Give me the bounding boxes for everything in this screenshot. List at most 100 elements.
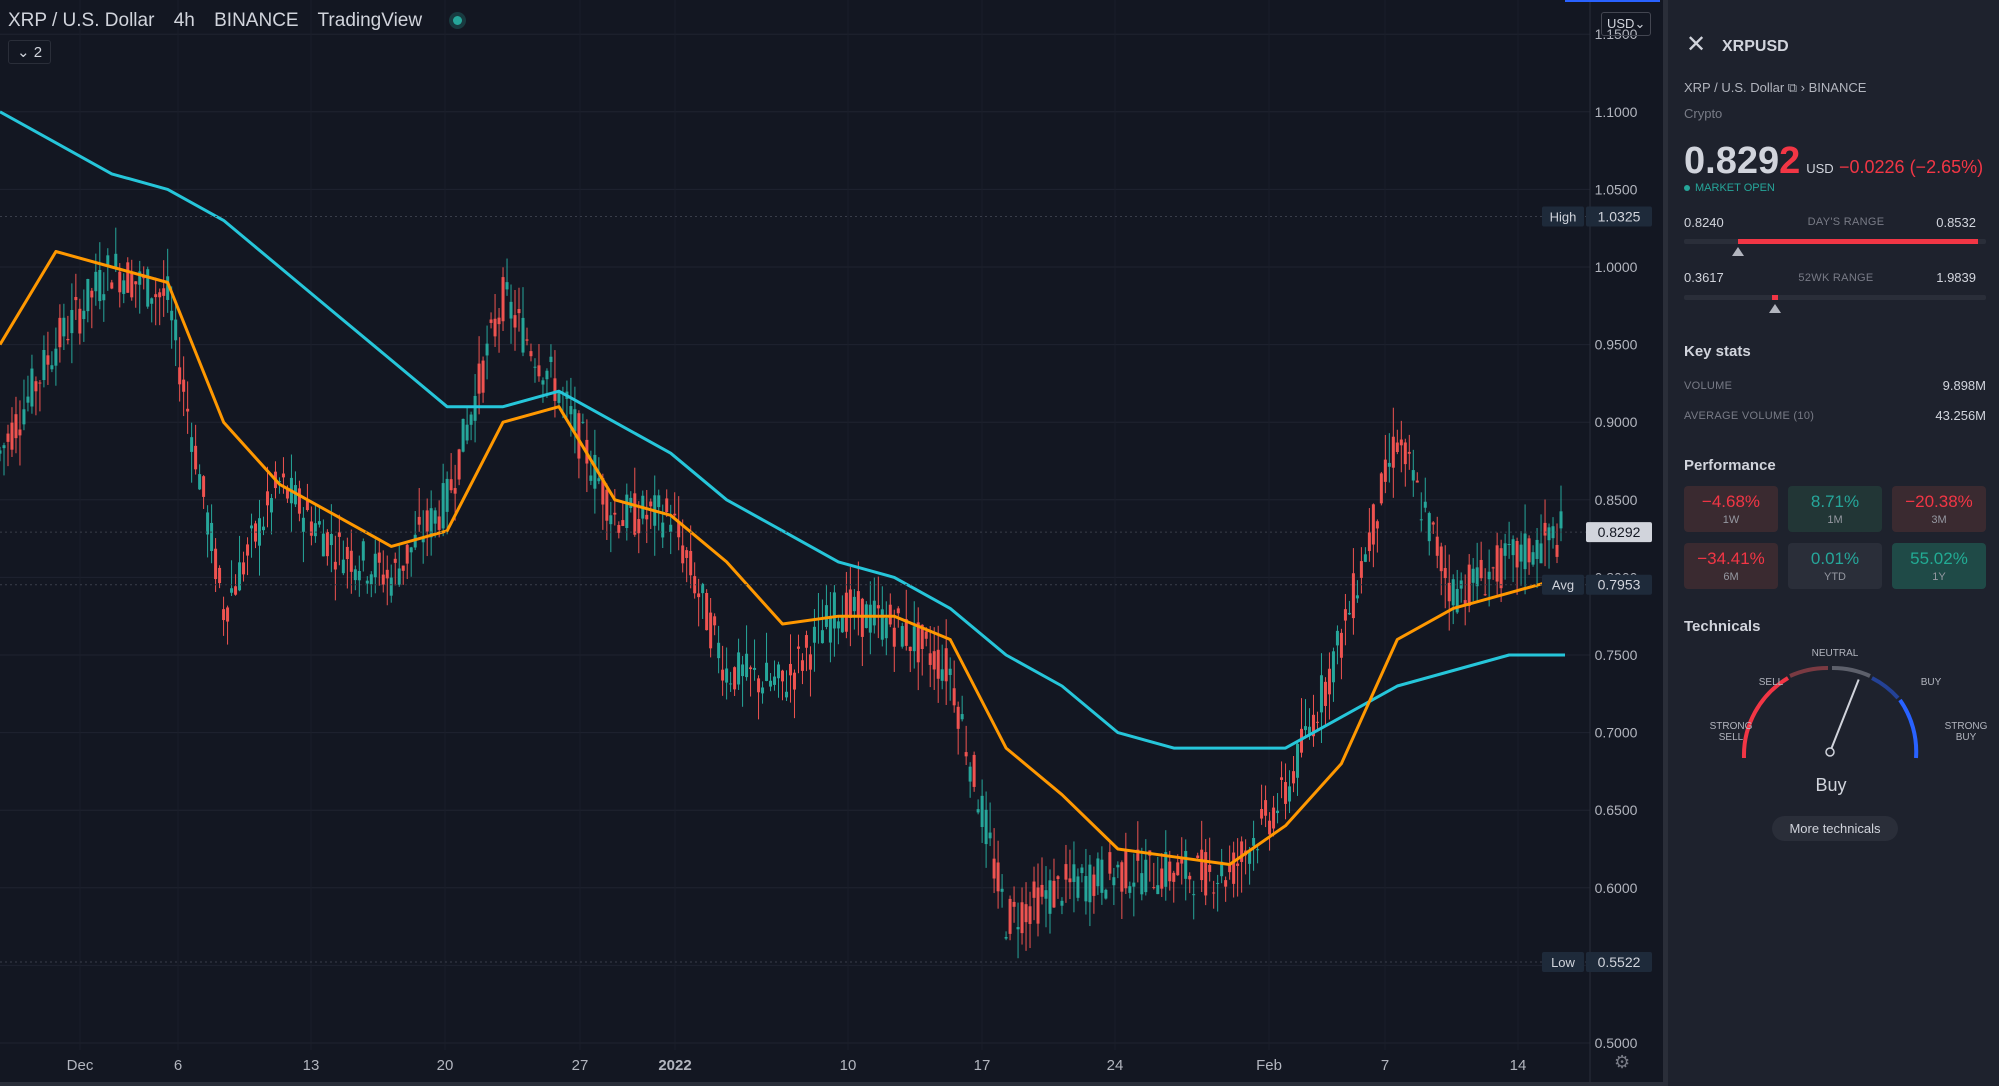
avg-marker-value-bg [1586, 574, 1652, 595]
candle-body [1280, 777, 1284, 780]
perf-1w[interactable]: −4.68% 1W [1684, 486, 1778, 532]
candle-body [800, 660, 804, 671]
candle-body [533, 366, 537, 368]
candle-body [210, 522, 214, 551]
candle-body [1028, 906, 1032, 924]
candle-body [1020, 902, 1024, 934]
more-technicals-button[interactable]: More technicals [1772, 816, 1898, 841]
candle-body [944, 648, 948, 682]
candle-body [788, 663, 792, 676]
candle-body [868, 604, 872, 633]
candle-body [529, 351, 533, 357]
candle-body [820, 630, 824, 644]
candle-body [896, 608, 900, 614]
candle-body [609, 515, 613, 525]
candle-body [701, 583, 705, 594]
candle-body [1327, 668, 1331, 695]
candle-body [277, 481, 281, 483]
perf-1y[interactable]: 55.02% 1Y [1892, 543, 1986, 589]
candle-body [1132, 882, 1136, 887]
candle-body [784, 691, 788, 698]
candle-body [601, 477, 605, 505]
candle-body [1168, 861, 1172, 882]
perf-1m[interactable]: 8.71% 1M [1788, 486, 1882, 532]
candle-body [1371, 504, 1375, 545]
candle-body [741, 664, 745, 677]
candle-body [1471, 568, 1475, 583]
interval-label[interactable]: 4h [173, 10, 195, 31]
candle-body [1112, 877, 1116, 886]
candle-body [840, 616, 844, 633]
candle-body [1367, 532, 1371, 552]
candle-body [1116, 864, 1120, 868]
candle-body [0, 450, 2, 454]
symbol-description-link[interactable]: XRP / U.S. Dollar ⧉ › BINANCE [1684, 80, 1867, 95]
candle-body [118, 271, 122, 293]
symbol-description[interactable]: XRP / U.S. Dollar [8, 10, 155, 31]
candle-body [1180, 856, 1184, 864]
y-tick-label: 1.1500 [1595, 26, 1638, 42]
price-chart[interactable]: 1.1500 1.1000 1.0500 1.0000 0.9500 0.9000 0.85… [0, 0, 1663, 1086]
candle-body [717, 642, 721, 659]
candle-body [1455, 588, 1459, 613]
indicators-collapse-button[interactable]: ⌄ 2 [8, 40, 52, 64]
candle-body [1080, 867, 1084, 874]
candle-body [202, 476, 206, 497]
candle-body [329, 533, 333, 546]
candle-body [1252, 837, 1256, 846]
candle-body [900, 626, 904, 647]
close-icon[interactable]: ✕ [1686, 31, 1707, 58]
candle-body [285, 488, 289, 499]
candle-body [1515, 541, 1519, 568]
candle-body [880, 609, 884, 640]
candle-body [1044, 890, 1048, 899]
candle-body [54, 348, 58, 366]
candle-body [1391, 436, 1395, 468]
currency-select[interactable]: USD⌄ [1601, 12, 1652, 36]
candle-body [1120, 862, 1124, 892]
candle-body [246, 544, 250, 556]
candle-body [988, 832, 992, 839]
avg-marker-label: Avg [1552, 578, 1574, 593]
candle-body [705, 592, 709, 631]
candle-body [1236, 863, 1240, 866]
candle-body [126, 262, 130, 293]
candle-body [729, 683, 733, 685]
candle-body [1296, 743, 1300, 778]
perf-6m[interactable]: −34.41% 6M [1684, 543, 1778, 589]
days-range-marker-icon [1732, 247, 1745, 256]
candle-body [1172, 872, 1176, 882]
x-tick-label: 13 [303, 1057, 320, 1074]
avg-volume-value: 43.256M [1935, 408, 1986, 423]
candle-body [1012, 901, 1016, 907]
candle-body [1339, 632, 1343, 658]
symbol-type: Crypto [1684, 106, 1723, 121]
gear-icon[interactable]: ⚙ [1614, 1052, 1631, 1072]
candle-body [828, 615, 832, 643]
candle-body [1403, 442, 1407, 465]
candle-body [996, 862, 1000, 892]
panel-divider[interactable] [1663, 0, 1668, 1086]
candle-body [1331, 651, 1335, 683]
y-tick-label: 1.0500 [1595, 181, 1638, 197]
candle-body [1495, 545, 1499, 582]
candle-body [198, 474, 202, 490]
technicals-title: Technicals [1684, 618, 1761, 635]
candle-body [497, 317, 501, 325]
candle-body [158, 292, 162, 298]
candle-body [1375, 521, 1379, 529]
candle-body [796, 646, 800, 649]
technicals-gauge[interactable] [1728, 640, 1940, 770]
chart-canvas[interactable]: 1.1500 1.1000 1.0500 1.0000 0.9500 0.9000 0.85… [0, 0, 1663, 1086]
price-main: 0.829 [1684, 140, 1780, 182]
candle-body [1307, 726, 1311, 734]
candle-body [102, 294, 106, 301]
candle-body [222, 609, 226, 621]
symbol-details-panel: ✕ XRPUSD XRP / U.S. Dollar ⧉ › BINANCE C… [1668, 0, 1999, 1086]
candle-body [721, 669, 725, 681]
perf-3m[interactable]: −20.38% 3M [1892, 486, 1986, 532]
candle-body [992, 858, 996, 879]
candle-body [501, 277, 505, 322]
candle-body [1232, 852, 1236, 884]
perf-ytd[interactable]: 0.01% YTD [1788, 543, 1882, 589]
